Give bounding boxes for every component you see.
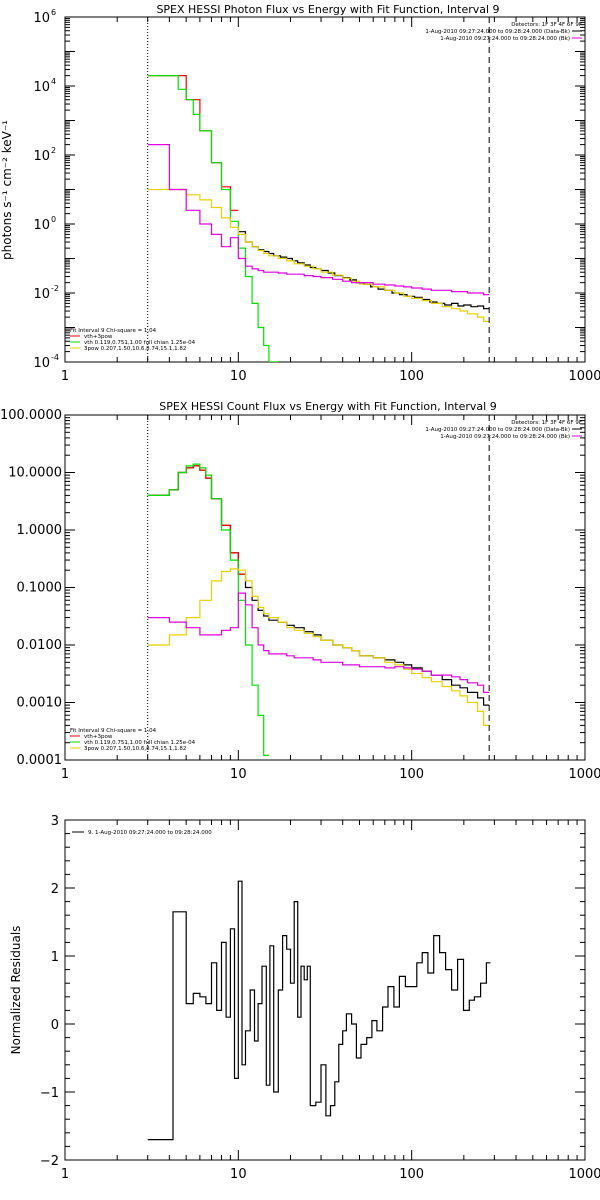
y-tick-label: 10 — [33, 80, 50, 95]
legend-entry-3pow: 3pow 0.207,1.50,10.6,8.74,15.1,1.82 — [84, 346, 186, 352]
y-tick-label: 10.0000 — [8, 466, 62, 481]
count-flux-legend-top: Detectors: 1F 3F 4F 6F 9F 1-Aug-2010 09:… — [425, 420, 582, 440]
y-tick-label: 0 — [51, 1018, 59, 1033]
legend-entry-interval: 9. 1-Aug-2010 09:27:24.000 to 09:28:24.0… — [88, 830, 212, 836]
residuals-plot-frame — [64, 819, 586, 1161]
count-flux-axes: 1 10 100 1000 0.0001 0.0010 0.0100 0.1000 1.0000… — [0, 408, 600, 782]
x-tick-label: 1000 — [568, 1167, 600, 1182]
series-yellow — [147, 568, 490, 726]
x-tick-label: 1000 — [568, 767, 600, 782]
x-tick-label: 10 — [230, 767, 247, 782]
photon-flux-legend-bottom: Fit Interval 9 Chi-square = 1.04 vth+3po… — [70, 328, 196, 352]
y-tick-exponent: -4 — [51, 353, 59, 362]
legend-entry-vth: vth 0.119,0.751,1.00 full chian 1.25e-04 — [84, 340, 196, 346]
residuals-panel: Normalized Residuals 1 10 100 1000−2−10123 … — [9, 814, 600, 1182]
count-flux-plot-frame — [64, 414, 586, 761]
y-tick-label: 10 — [33, 149, 50, 164]
x-tick-label: 100 — [399, 1167, 424, 1182]
series-green — [147, 75, 279, 362]
photon-flux-ylabel: photons s⁻¹ cm⁻² keV⁻¹ — [0, 120, 14, 260]
residuals-series — [147, 880, 491, 1141]
y-tick-exponent: 4 — [51, 77, 56, 86]
y-tick-label: 0.0001 — [17, 753, 63, 768]
legend-fit-header: Fit Interval 9 Chi-square = 1.04 — [70, 728, 157, 734]
photon-flux-series — [147, 17, 490, 362]
y-tick-label: 2 — [51, 882, 59, 897]
series-black — [238, 231, 490, 310]
y-tick-label: 10 — [33, 356, 50, 371]
series-clip — [147, 75, 490, 362]
x-tick-label: 100 — [399, 369, 424, 384]
count-flux-title: SPEX HESSI Count Flux vs Energy with Fit… — [159, 400, 496, 413]
y-tick-exponent: 2 — [51, 146, 56, 155]
series-magenta — [147, 592, 490, 693]
residuals-axes: 1 10 100 1000 −2 −1 0 1 2 3 — [40, 814, 600, 1182]
x-tick-label: 1 — [61, 369, 69, 384]
count-flux-panel: SPEX HESSI Count Flux vs Energy with Fit… — [0, 400, 600, 782]
y-tick-label: 3 — [51, 814, 59, 829]
series-clip — [147, 880, 491, 1141]
photon-flux-panel: SPEX HESSI Photon Flux vs Energy with Fi… — [0, 3, 600, 384]
y-tick-label: −2 — [40, 1154, 59, 1169]
y-tick-label: 0.0100 — [17, 638, 63, 653]
series-green — [147, 463, 269, 756]
y-tick-label: 1 — [51, 950, 59, 965]
legend-entry-data-bk: 1-Aug-2010 09:27:24.000 to 09:28:24.000 … — [425, 427, 570, 433]
y-tick-exponent: -2 — [51, 284, 59, 293]
series-clip — [147, 463, 490, 756]
legend-entry-bk: 1-Aug-2010 09:27:24.000 to 09:28:24.000 … — [440, 434, 570, 440]
count-flux-series — [147, 415, 490, 760]
series-magenta — [147, 144, 490, 296]
x-tick-label: 1 — [61, 1167, 69, 1182]
y-tick-exponent: 0 — [51, 215, 56, 224]
y-tick-exponent: 6 — [51, 8, 56, 17]
series-black — [147, 465, 490, 706]
legend-entry-3pow: 3pow 0.207,1.50,10.6,8.74,15.1,1.82 — [84, 746, 186, 752]
legend-entry-data-bk: 1-Aug-2010 09:27:24.000 to 09:28:24.000 … — [425, 29, 570, 35]
y-tick-label: 0.1000 — [17, 581, 63, 596]
y-tick-label: −1 — [40, 1086, 59, 1101]
legend-header: Detectors: 1F 3F 4F 6F 9F — [511, 22, 582, 28]
photon-flux-legend-top: Detectors: 1F 3F 4F 6F 9F 1-Aug-2010 09:… — [425, 22, 582, 42]
x-tick-label: 100 — [399, 767, 424, 782]
legend-entry-bk: 1-Aug-2010 09:27:24.000 to 09:28:24.000 … — [440, 36, 570, 42]
legend-entry-vth: vth 0.119,0.751,1.00 full chian 1.25e-04 — [84, 740, 196, 746]
photon-flux-plot-frame — [64, 16, 586, 363]
residuals-ylabel: Normalized Residuals — [9, 926, 23, 1055]
y-tick-label: 10 — [33, 11, 50, 26]
legend-fit-header: Fit Interval 9 Chi-square = 1.04 — [70, 328, 157, 334]
y-tick-label: 10 — [33, 218, 50, 233]
y-tick-label: 1.0000 — [17, 523, 63, 538]
x-tick-label: 1000 — [568, 369, 600, 384]
photon-flux-title: SPEX HESSI Photon Flux vs Energy with Fi… — [156, 3, 499, 16]
legend-header: Detectors: 1F 3F 4F 6F 9F — [511, 420, 582, 426]
legend-entry-vth3pow: vth+3pow — [84, 334, 113, 340]
y-tick-label: 10 — [33, 287, 50, 302]
count-flux-legend-bottom: Fit Interval 9 Chi-square = 1.04 vth+3po… — [70, 728, 196, 752]
y-tick-label: 0.0010 — [17, 696, 63, 711]
series-black — [147, 880, 491, 1141]
x-tick-label: 10 — [230, 1167, 247, 1182]
series-yellow — [147, 188, 490, 322]
x-tick-label: 1 — [61, 767, 69, 782]
x-tick-label: 10 — [230, 369, 247, 384]
y-tick-label: 100.0000 — [0, 408, 62, 423]
legend-entry-vth3pow: vth+3pow — [84, 734, 113, 740]
residuals-legend: 9. 1-Aug-2010 09:27:24.000 to 09:28:24.0… — [72, 830, 212, 836]
